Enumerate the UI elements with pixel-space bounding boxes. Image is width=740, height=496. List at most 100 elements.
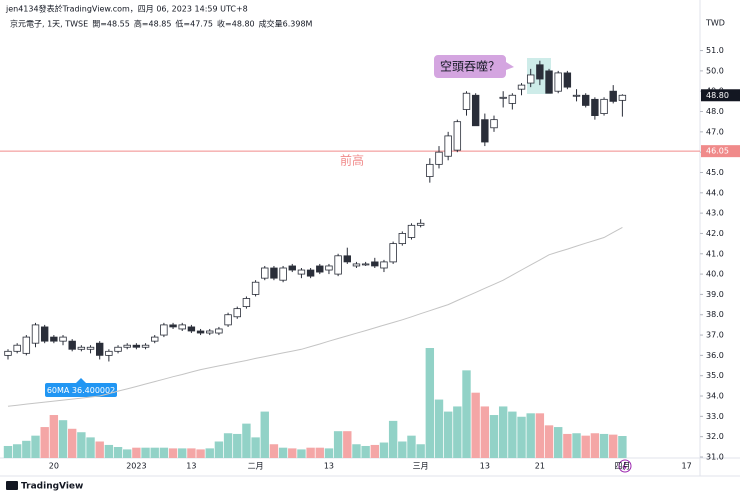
volume-bar <box>563 433 572 458</box>
candle-body <box>361 263 370 266</box>
candle-body <box>325 265 333 271</box>
y-tick-label: 39.0 <box>706 290 724 299</box>
volume-bar <box>398 441 407 458</box>
volume-bar <box>132 447 141 458</box>
info-item: 高=48.85 <box>134 19 172 29</box>
volume-bar <box>178 448 187 458</box>
volume-bar <box>205 448 214 458</box>
volume-bar <box>67 428 77 458</box>
y-tick-label: 50.0 <box>706 66 724 75</box>
candle-body <box>609 90 617 102</box>
header: jen4134發表於TradingView.com，四月 06, 2023 14… <box>5 4 248 14</box>
candle-body <box>481 119 489 143</box>
volume-bar <box>379 442 389 458</box>
volume-bar <box>3 445 13 458</box>
volume-bar <box>150 447 159 458</box>
info-item: 開=48.55 <box>92 20 130 29</box>
ma-label: 60MA 36.400002 <box>47 386 115 395</box>
volume-bar <box>572 433 581 458</box>
x-tick-label: 21 <box>535 462 545 471</box>
volume-bar <box>535 413 545 458</box>
volume-bar <box>425 348 435 458</box>
ma-label-box <box>45 383 117 397</box>
candle-body <box>242 298 251 308</box>
candle-body <box>508 94 517 104</box>
y-tick-label: 41.0 <box>706 249 724 258</box>
candle-body <box>215 328 223 334</box>
candle-body <box>343 255 351 263</box>
volume-bar <box>306 447 315 458</box>
volume-bar <box>333 431 343 458</box>
candle-body <box>187 326 196 332</box>
volume-bar <box>40 427 49 458</box>
candle-body <box>536 64 544 80</box>
candle-body <box>114 346 122 352</box>
candle-body <box>59 336 67 342</box>
y-tick-label: 37.0 <box>706 331 724 340</box>
volume-bar <box>544 425 554 458</box>
event-icon-bolt <box>622 461 627 471</box>
x-tick-label: 2023 <box>126 462 146 471</box>
footer: TradingView <box>21 482 83 492</box>
volume-bar <box>123 449 132 458</box>
candle-body <box>435 151 443 165</box>
candle-body <box>169 324 177 328</box>
candle-body <box>453 121 462 151</box>
candle-body <box>13 344 21 352</box>
last-price-label: 48.80 <box>706 91 729 100</box>
candle-body <box>371 261 379 267</box>
x-tick-label: 17 <box>681 462 691 471</box>
volume-bar <box>233 433 242 458</box>
volume-bar <box>388 420 398 458</box>
candle-body <box>499 96 507 99</box>
y-tick-label: 45.0 <box>706 168 724 177</box>
candle-body <box>261 267 269 279</box>
volume-bar <box>315 447 324 458</box>
event-icon[interactable] <box>618 459 632 473</box>
volume-bar <box>526 413 535 458</box>
volume-bar <box>416 444 425 458</box>
volume-bar <box>554 427 563 458</box>
volume-bar <box>498 406 508 458</box>
candle-body <box>251 281 260 295</box>
ma-line <box>7 226 623 407</box>
candle-body <box>160 324 168 336</box>
candle-body <box>490 119 498 129</box>
volume-bar <box>12 444 22 458</box>
y-tick-label: 32.0 <box>706 432 724 441</box>
x-tick-label: 三月 <box>413 462 429 471</box>
last-price-tag <box>701 89 740 102</box>
logo <box>6 481 18 490</box>
candle-body <box>288 265 296 271</box>
volume-bar <box>260 411 269 458</box>
candle-body <box>618 94 627 101</box>
volume-bar <box>223 433 233 458</box>
candle-body <box>444 135 452 157</box>
candle-body <box>105 350 113 356</box>
y-tick-label: 33.0 <box>706 412 724 421</box>
currency: TWD <box>705 19 725 28</box>
y-tick-label: 47.0 <box>706 127 724 136</box>
candle-body <box>398 233 407 245</box>
candle-body <box>178 324 186 330</box>
candle-body <box>517 84 526 90</box>
candle-body <box>22 336 31 354</box>
volume-bar <box>581 435 590 458</box>
volume-bar <box>86 437 95 458</box>
volume-bar <box>489 415 499 458</box>
candle-body <box>40 326 49 342</box>
candle-body <box>141 344 150 348</box>
candle-body <box>31 324 40 344</box>
y-tick-label: 44.0 <box>706 188 724 197</box>
volume-bar <box>480 406 490 458</box>
volume-bar <box>22 440 31 458</box>
level-tag-label: 46.05 <box>706 147 729 156</box>
annotation-bubble <box>434 55 514 78</box>
candle-body <box>306 269 315 277</box>
candle-body <box>582 94 590 106</box>
volume-bar <box>508 411 517 458</box>
volume-bar <box>187 448 196 458</box>
candle-body <box>4 350 12 356</box>
candle-body <box>196 330 205 334</box>
